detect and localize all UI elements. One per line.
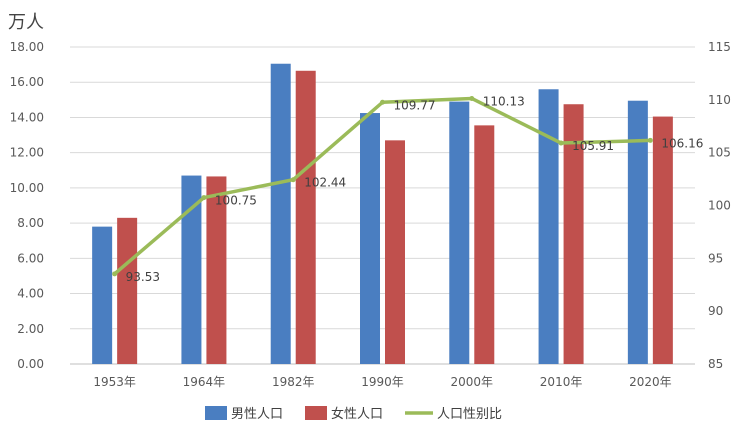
y-right-tick-label: 85 [708,357,723,371]
y-left-tick-label: 16.00 [10,75,44,89]
bar-female [652,116,673,364]
x-tick-label: 1990年 [361,375,404,389]
y-left-tick-label: 10.00 [10,181,44,195]
line-point [558,140,564,146]
data-label: 105.91 [572,139,614,153]
sex-ratio-line: 93.53 100.75 102.44 109.77 110.13 105.91 106.1… [112,94,703,284]
legend-swatch [305,406,327,420]
y-right-tick-label: 105 [708,146,731,160]
bar-female [385,140,405,364]
bar-male [360,113,380,365]
axes: 0.00 2.00 4.00 6.00 8.00 10.00 12.00 14.00 16.00… [10,40,731,389]
data-label: 100.75 [215,194,257,208]
y-left-tick-label: 14.00 [10,110,44,124]
y-left-tick-label: 2.00 [17,322,44,336]
bar-female [117,217,138,364]
line-point [290,177,296,183]
line-point [201,195,207,201]
x-tick-label: 2000年 [451,375,494,389]
data-label: 106.16 [661,136,703,150]
x-tick-label: 1953年 [93,375,136,389]
x-tick-label: 1982年 [272,375,315,389]
data-label: 93.53 [126,270,160,284]
y-right-tick-label: 110 [708,93,731,107]
bar-male [449,101,470,364]
bars [92,63,673,365]
y-axis-unit-label: 万人 [8,12,44,33]
bar-male [627,100,648,364]
line-point [647,137,653,143]
legend-label: 人口性别比 [437,407,502,422]
x-tick-label: 2020年 [629,375,672,389]
data-label: 109.77 [394,98,436,112]
legend-swatch [205,406,227,420]
bar-male [538,89,559,365]
bar-female [563,104,584,364]
y-right-tick-label: 100 [708,199,731,213]
bar-male [92,226,113,364]
y-right-tick-label: 115 [708,40,731,54]
bar-female [295,70,316,365]
line-point [380,99,385,105]
bar-female [474,125,495,364]
y-left-tick-label: 18.00 [10,40,44,54]
data-label: 102.44 [304,176,346,190]
bar-male [181,175,202,364]
y-left-tick-label: 6.00 [17,251,44,265]
y-left-tick-label: 12.00 [10,146,44,160]
line-point [112,271,118,277]
y-right-tick-label: 95 [708,251,723,265]
y-left-tick-label: 4.00 [17,287,44,301]
legend: 男性人口 女性人口 人口性别比 [205,406,502,422]
data-label: 110.13 [483,94,525,108]
y-left-tick-label: 0.00 [17,357,44,371]
line-point [469,95,475,101]
legend-label: 男性人口 [231,407,283,422]
bar-female [206,176,227,364]
gridlines [70,46,695,365]
x-tick-label: 1964年 [183,375,226,389]
y-right-tick-label: 90 [708,304,723,318]
x-tick-label: 2010年 [540,375,583,389]
legend-label: 女性人口 [331,406,383,422]
bar-male [270,63,291,364]
y-left-tick-label: 8.00 [17,216,44,230]
